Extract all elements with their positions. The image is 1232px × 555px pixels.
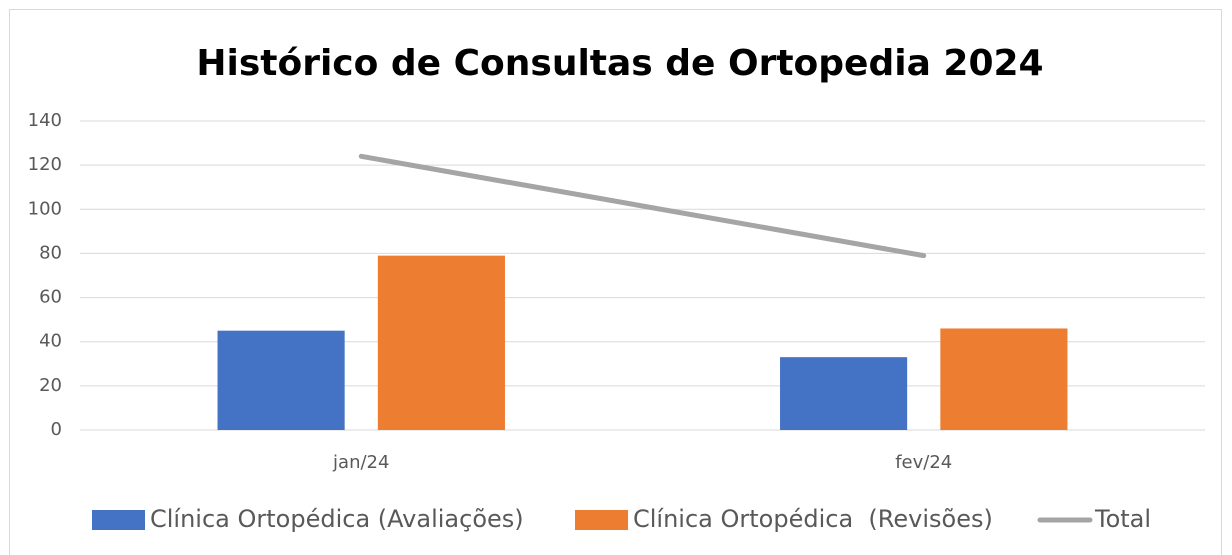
y-tick-label: 100 (28, 198, 62, 219)
y-tick-label: 40 (39, 331, 62, 352)
y-tick-label: 140 (28, 110, 62, 131)
y-tick-label: 20 (39, 375, 62, 396)
x-tick-label: fev/24 (895, 452, 952, 473)
legend-swatch (92, 510, 145, 530)
bar (377, 255, 505, 430)
x-tick-label: jan/24 (332, 452, 389, 473)
chart-title: Histórico de Consultas de Ortopedia 2024 (196, 43, 1043, 84)
chart-frame (9, 9, 1222, 555)
legend-label: Total (1094, 505, 1151, 533)
bar (940, 328, 1068, 430)
bar (217, 330, 345, 430)
legend-label: Clínica Ortopédica (Avaliações) (150, 505, 524, 533)
y-tick-label: 120 (28, 154, 62, 175)
legend-swatch (575, 510, 628, 530)
y-tick-label: 80 (39, 242, 62, 263)
legend-label: Clínica Ortopédica (Revisões) (633, 505, 993, 533)
y-tick-label: 0 (51, 419, 62, 440)
y-tick-label: 60 (39, 287, 62, 308)
line (358, 153, 927, 259)
bar (780, 357, 908, 430)
